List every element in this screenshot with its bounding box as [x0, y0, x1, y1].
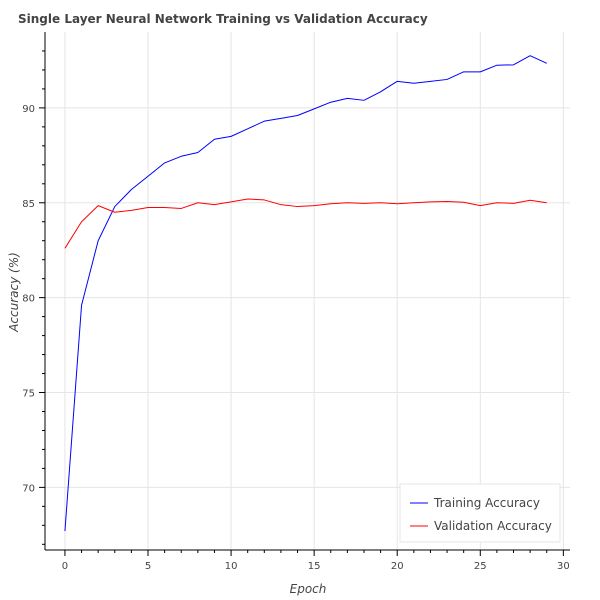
legend: Training Accuracy Validation Accuracy — [399, 483, 561, 543]
axes: 0 5 10 15 20 25 30 70 75 80 85 90 — [22, 32, 570, 572]
legend-box — [399, 483, 561, 543]
x-tick-label: 20 — [391, 561, 404, 572]
validation-accuracy-line — [64, 198, 547, 249]
x-tick-label: 10 — [225, 561, 238, 572]
x-axis-label: Epoch — [290, 582, 327, 596]
y-axis-label: Accuracy (%) — [7, 252, 21, 333]
y-tick-label: 70 — [22, 483, 35, 494]
y-tick-label: 80 — [22, 294, 35, 305]
series-lines — [64, 55, 547, 532]
x-tick-label: 30 — [557, 561, 570, 572]
x-tick-label: 15 — [308, 561, 321, 572]
training-accuracy-line — [64, 55, 547, 532]
y-tick-label: 85 — [22, 199, 35, 210]
y-tick-label: 90 — [22, 104, 35, 115]
x-tick-label: 5 — [145, 561, 151, 572]
x-tick-label: 25 — [474, 561, 487, 572]
chart-title: Single Layer Neural Network Training vs … — [18, 12, 428, 26]
validation-accuracy-legend-label: Validation Accuracy — [434, 519, 552, 533]
grid — [45, 32, 570, 550]
y-tick-label: 75 — [22, 389, 35, 400]
x-tick-label: 0 — [62, 561, 68, 572]
training-accuracy-legend-label: Training Accuracy — [433, 496, 540, 510]
